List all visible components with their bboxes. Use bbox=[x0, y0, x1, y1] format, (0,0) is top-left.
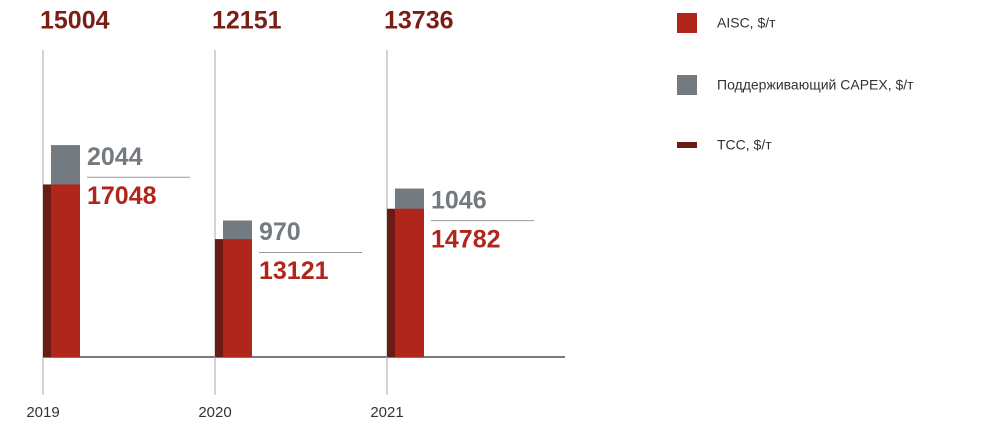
bar bbox=[395, 188, 424, 209]
value-label: 13121 bbox=[259, 257, 329, 285]
value-label: 17048 bbox=[87, 182, 157, 210]
bar bbox=[215, 239, 223, 357]
legend-label: AISC, $/т bbox=[717, 15, 776, 31]
bar bbox=[43, 184, 51, 357]
legend-label: Поддерживающий CAPEX, $/т bbox=[717, 77, 914, 93]
value-label: 14782 bbox=[431, 225, 501, 253]
value-label: 2044 bbox=[87, 143, 143, 171]
value-label: 15004 bbox=[40, 7, 110, 35]
bar bbox=[223, 220, 252, 357]
value-label: 970 bbox=[259, 218, 301, 246]
legend-swatch bbox=[677, 75, 697, 95]
legend-swatch bbox=[677, 142, 697, 148]
legend-label: TCC, $/т bbox=[717, 137, 772, 153]
value-label: 12151 bbox=[212, 7, 282, 35]
bar bbox=[395, 188, 424, 357]
value-label: 13736 bbox=[384, 7, 454, 35]
x-tick-label: 2021 bbox=[370, 404, 403, 421]
value-label: 1046 bbox=[431, 186, 487, 214]
bar bbox=[51, 145, 80, 185]
x-tick-label: 2020 bbox=[198, 404, 231, 421]
legend-swatch bbox=[677, 13, 697, 33]
x-tick-label: 2019 bbox=[26, 404, 59, 421]
bar bbox=[223, 220, 252, 240]
bar bbox=[387, 208, 395, 357]
